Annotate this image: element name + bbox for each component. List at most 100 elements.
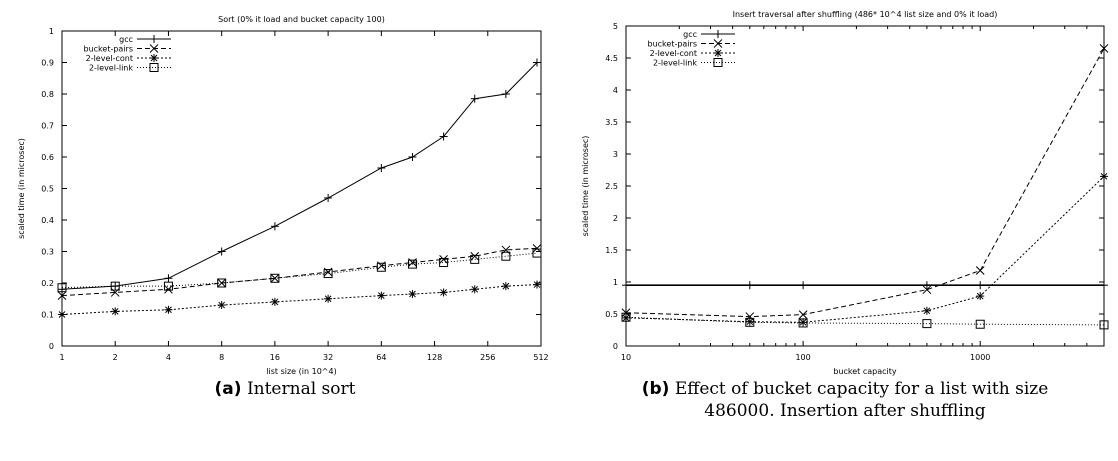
- data-point: [745, 317, 754, 326]
- data-point: [324, 193, 333, 202]
- y-tick-label: 3.5: [605, 118, 618, 127]
- legend-marker: [150, 54, 158, 62]
- data-point: [470, 254, 480, 264]
- data-point: [922, 319, 932, 329]
- x-tick-label: 2: [113, 353, 118, 362]
- y-tick-label: 0.1: [41, 311, 54, 320]
- data-point: [501, 90, 510, 98]
- series-gcc: [58, 58, 541, 294]
- data-point: [501, 251, 511, 261]
- data-point: [163, 281, 173, 291]
- data-point: [975, 266, 985, 275]
- legend-marker: [713, 39, 723, 48]
- x-tick-label: 10: [621, 353, 631, 362]
- chart-b: Insert traversal after shuffling (486* 1…: [581, 10, 1109, 376]
- caption-b-text: Effect of bucket capacity for a list wit…: [674, 379, 1049, 399]
- x-tick-label: 1: [59, 353, 64, 362]
- legend-label: gcc: [119, 35, 133, 44]
- data-point: [57, 291, 67, 300]
- data-point: [621, 312, 631, 322]
- legend-label: 2-level-link: [89, 64, 133, 73]
- series-bucket-pairs: [57, 243, 542, 300]
- caption-a-label: (a): [214, 379, 242, 399]
- plot-frame: [61, 30, 542, 347]
- y-tick-label: 2.5: [605, 182, 618, 191]
- x-tick-label: 32: [323, 353, 333, 362]
- data-point: [111, 282, 120, 291]
- series-2-level-link: [57, 248, 542, 293]
- data-point: [922, 285, 932, 295]
- series-2-level-cont: [622, 172, 1108, 327]
- data-point: [57, 283, 67, 293]
- data-point: [439, 288, 448, 297]
- data-point: [376, 262, 386, 272]
- legend-marker: [149, 63, 159, 72]
- data-point: [408, 290, 417, 299]
- caption-b-label: (b): [641, 379, 670, 399]
- data-point: [745, 317, 755, 327]
- data-point: [799, 318, 808, 327]
- data-point: [798, 310, 808, 319]
- y-tick-label: 0: [613, 342, 618, 351]
- y-tick-label: 0.9: [41, 59, 54, 68]
- data-point: [164, 305, 173, 314]
- data-point: [377, 291, 386, 300]
- y-tick-label: 3: [613, 150, 618, 159]
- data-point: [532, 280, 541, 289]
- data-point: [798, 318, 808, 328]
- data-point: [1100, 281, 1108, 290]
- x-tick-label: 64: [376, 353, 386, 362]
- data-point: [922, 306, 931, 315]
- data-point: [976, 292, 985, 301]
- data-point: [439, 132, 448, 141]
- data-point: [501, 282, 510, 291]
- y-tick-label: 1: [49, 27, 54, 36]
- y-tick-label: 0.5: [605, 310, 618, 319]
- x-tick-label: 512: [533, 353, 548, 362]
- x-tick-label: 256: [480, 353, 495, 362]
- y-tick-label: 1: [613, 278, 618, 287]
- y-tick-label: 0.3: [41, 248, 54, 257]
- data-point: [439, 255, 448, 264]
- data-point: [217, 301, 226, 310]
- data-point: [532, 248, 542, 258]
- data-point: [1100, 172, 1108, 181]
- caption-a: (a) Internal sort: [140, 378, 430, 400]
- x-tick-label: 4: [166, 353, 171, 362]
- caption-b: (b) Effect of bucket capacity for a list…: [580, 378, 1110, 422]
- data-point: [270, 273, 280, 283]
- series-gcc: [622, 281, 1108, 290]
- data-point: [164, 284, 173, 294]
- legend-label: 2-level-cont: [86, 54, 133, 63]
- x-tick-label: 8: [219, 353, 224, 362]
- y-tick-label: 0.6: [41, 153, 54, 162]
- data-point: [439, 258, 449, 268]
- chart-title: Insert traversal after shuffling (486* 1…: [733, 10, 998, 19]
- series-line: [625, 48, 1105, 318]
- series-line: [61, 247, 538, 297]
- y-tick-label: 0.5: [41, 185, 54, 194]
- series-line: [61, 62, 538, 290]
- series-line: [625, 176, 1105, 323]
- caption-a-text: Internal sort: [246, 379, 356, 399]
- legend-marker: [150, 35, 158, 43]
- data-point: [217, 247, 226, 256]
- legend-label: 2-level-link: [653, 59, 697, 68]
- legend-label: bucket-pairs: [84, 45, 134, 54]
- series-line: [61, 252, 538, 289]
- x-tick-label: 100: [795, 353, 810, 362]
- legend-marker: [149, 44, 159, 53]
- legend-marker: [714, 49, 722, 57]
- y-tick-label: 4.5: [605, 54, 618, 63]
- series-line: [61, 284, 538, 315]
- series-2-level-cont: [58, 280, 541, 319]
- data-point: [1099, 320, 1109, 330]
- chart-title: Sort (0% it load and bucket capacity 100…: [218, 15, 385, 24]
- x-tick-label: 16: [270, 353, 280, 362]
- data-point: [622, 281, 630, 290]
- data-point: [164, 274, 173, 283]
- data-point: [470, 285, 479, 294]
- series-line: [625, 316, 1105, 326]
